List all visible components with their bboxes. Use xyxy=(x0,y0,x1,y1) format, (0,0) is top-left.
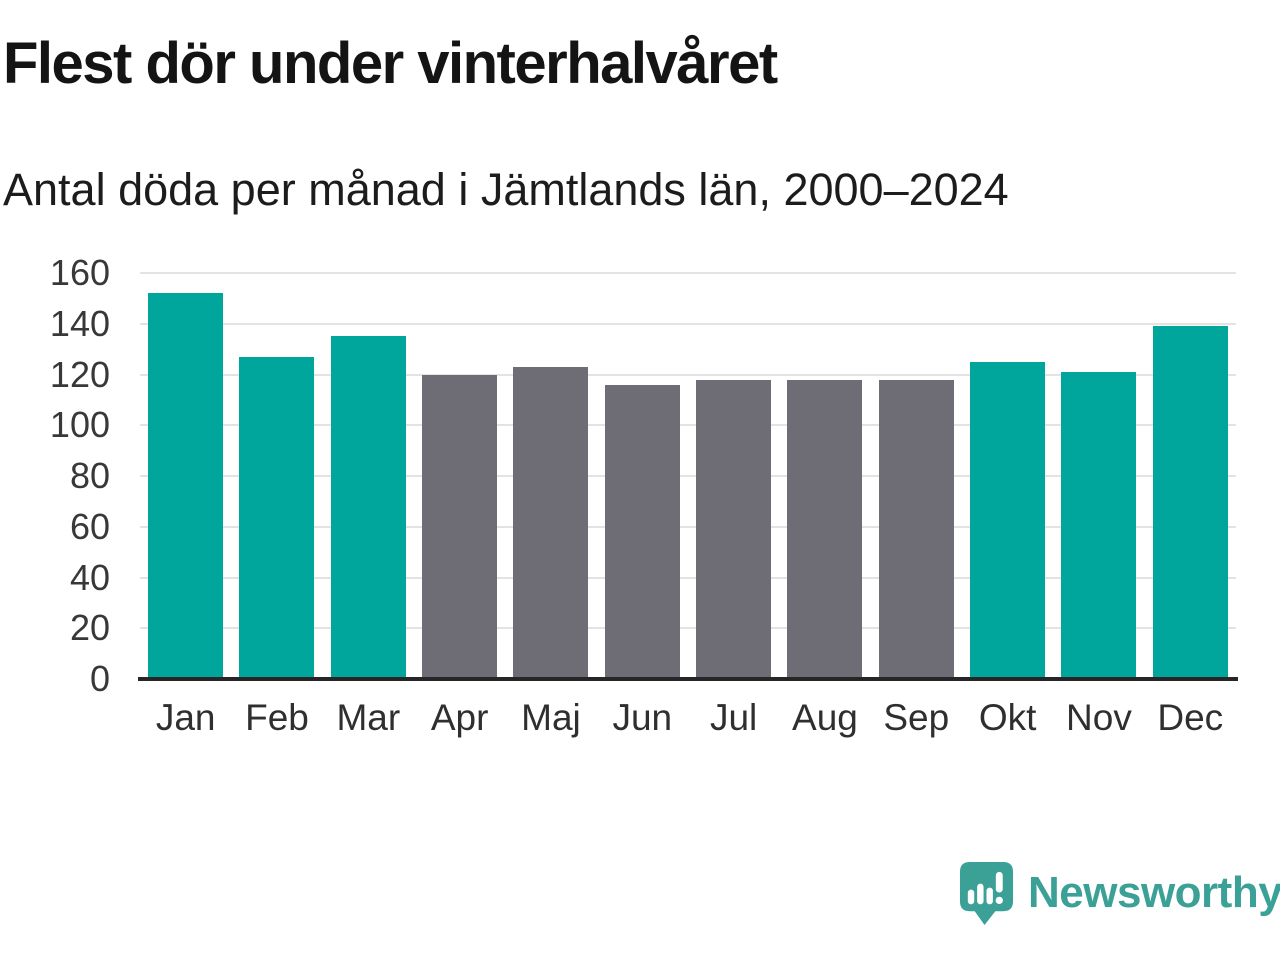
bar-cell-aug xyxy=(779,273,870,679)
bar-cell-apr xyxy=(414,273,505,679)
x-tick-label-mar: Mar xyxy=(336,697,401,738)
bar-mar xyxy=(330,336,406,679)
bar-cell-mar xyxy=(323,273,414,679)
y-tick-label-100: 100 xyxy=(49,404,110,446)
x-axis-line xyxy=(138,677,1238,681)
y-tick-label-60: 60 xyxy=(69,505,110,547)
gridline-20 xyxy=(140,627,1236,630)
bar-apr xyxy=(422,374,498,679)
x-axis: Jan Feb Mar Apr Maj Jun Jul Aug Sep Okt Nov Dec xyxy=(140,697,1236,739)
x-tick-label-jul: Jul xyxy=(709,697,758,738)
x-tick-label-nov: Nov xyxy=(1066,697,1132,738)
bar-dec xyxy=(1152,326,1228,679)
gridline-160 xyxy=(140,272,1236,274)
bar-feb xyxy=(239,356,315,679)
bar-cell-maj xyxy=(505,273,596,679)
bar-maj xyxy=(513,366,589,679)
bar-aug xyxy=(787,379,863,679)
bar-cell-feb xyxy=(231,273,322,679)
bar-cell-jun xyxy=(597,273,688,679)
bar-cell-okt xyxy=(962,273,1053,679)
newsworthy-logo-text: Newsworthy xyxy=(1028,868,1280,917)
gridline-60 xyxy=(140,525,1236,528)
x-tick-label-okt: Okt xyxy=(978,697,1037,738)
x-tick-label-jun: Jun xyxy=(612,697,673,738)
x-tick-label-aug: Aug xyxy=(792,697,858,738)
x-tick-label-dec: Dec xyxy=(1157,697,1224,738)
bar-jan xyxy=(148,293,224,679)
x-tick-label-maj: Maj xyxy=(521,697,581,738)
y-tick-label-140: 140 xyxy=(49,302,110,344)
bar-cell-jul xyxy=(688,273,779,679)
y-tick-label-80: 80 xyxy=(69,455,110,496)
bar-sep xyxy=(878,379,954,679)
gridline-40 xyxy=(140,576,1236,579)
x-tick-label-apr: Apr xyxy=(430,697,489,738)
y-tick-label-120: 120 xyxy=(49,353,110,395)
y-tick-label-40: 40 xyxy=(69,556,110,598)
y-tick-label-160: 160 xyxy=(49,252,110,293)
gridline-120 xyxy=(140,373,1236,376)
bar-jun xyxy=(604,384,680,679)
y-tick-label-0: 0 xyxy=(89,658,110,699)
bar-cell-sep xyxy=(871,273,962,679)
bar-cell-nov xyxy=(1053,273,1144,679)
bar-jul xyxy=(696,379,772,679)
bar-cell-dec xyxy=(1145,273,1236,679)
bar-series xyxy=(140,273,1236,679)
chart-subtitle: Antal döda per månad i Jämtlands län, 20… xyxy=(3,164,1009,215)
chart-title: Flest dör under vinterhalvåret xyxy=(3,31,778,96)
newsworthy-logo-icon xyxy=(959,861,1014,925)
plot-area xyxy=(138,272,1238,681)
y-tick-label-20: 20 xyxy=(69,607,110,649)
x-tick-label-feb: Feb xyxy=(245,697,309,738)
x-tick-label-sep: Sep xyxy=(883,697,950,738)
gridline-140 xyxy=(140,322,1236,325)
bar-cell-jan xyxy=(140,273,231,679)
y-axis: 0 20 40 60 80 100 120 140 160 xyxy=(0,255,110,697)
newsworthy-logo: Newsworthy xyxy=(958,856,1280,930)
x-tick-label-jan: Jan xyxy=(155,697,216,738)
gridline-80 xyxy=(140,475,1236,477)
bar-okt xyxy=(970,361,1046,679)
bar-nov xyxy=(1061,371,1137,679)
gridline-100 xyxy=(140,424,1236,427)
